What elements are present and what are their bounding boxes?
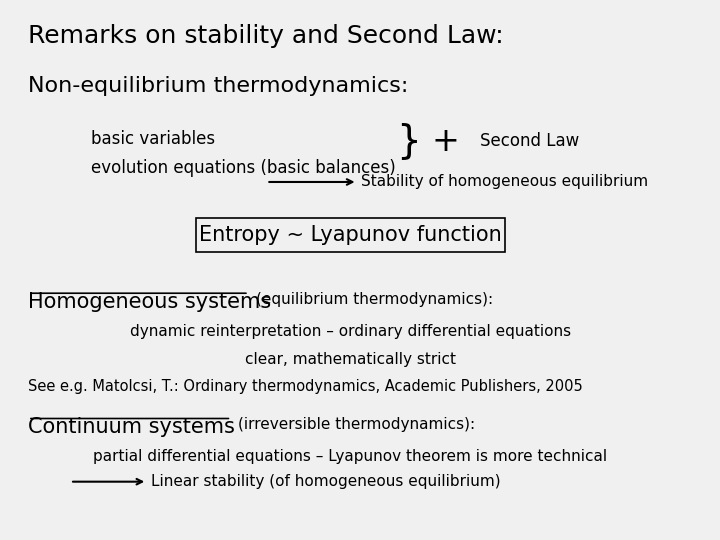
- Text: Linear stability (of homogeneous equilibrium): Linear stability (of homogeneous equilib…: [150, 474, 500, 489]
- Text: clear, mathematically strict: clear, mathematically strict: [245, 352, 456, 367]
- Text: evolution equations (basic balances): evolution equations (basic balances): [91, 159, 396, 177]
- Text: Remarks on stability and Second Law:: Remarks on stability and Second Law:: [28, 24, 504, 48]
- Text: Entropy ~ Lyapunov function: Entropy ~ Lyapunov function: [199, 225, 502, 245]
- Text: partial differential equations – Lyapunov theorem is more technical: partial differential equations – Lyapuno…: [94, 449, 608, 464]
- Text: dynamic reinterpretation – ordinary differential equations: dynamic reinterpretation – ordinary diff…: [130, 324, 571, 339]
- Text: Second Law: Second Law: [480, 132, 580, 151]
- Text: basic variables: basic variables: [91, 130, 215, 147]
- Text: (irreversible thermodynamics):: (irreversible thermodynamics):: [238, 417, 475, 432]
- Text: Non-equilibrium thermodynamics:: Non-equilibrium thermodynamics:: [28, 76, 408, 96]
- FancyBboxPatch shape: [197, 218, 505, 252]
- Text: See e.g. Matolcsi, T.: Ordinary thermodynamics, Academic Publishers, 2005: See e.g. Matolcsi, T.: Ordinary thermody…: [28, 379, 582, 394]
- Text: Stability of homogeneous equilibrium: Stability of homogeneous equilibrium: [361, 174, 648, 190]
- Text: +: +: [431, 125, 459, 158]
- Text: Homogeneous systems: Homogeneous systems: [28, 292, 271, 312]
- Text: (equilibrium thermodynamics):: (equilibrium thermodynamics):: [256, 292, 493, 307]
- Text: }: }: [396, 123, 420, 160]
- Text: Continuum systems: Continuum systems: [28, 417, 235, 437]
